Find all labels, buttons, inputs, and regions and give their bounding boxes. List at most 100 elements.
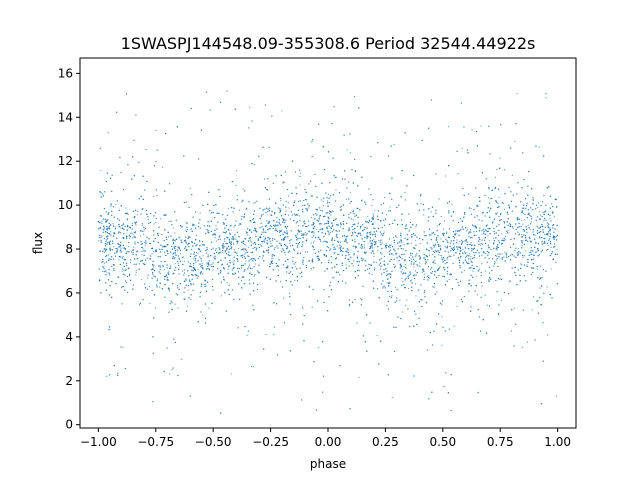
data-point: [166, 267, 168, 269]
data-point: [306, 251, 309, 253]
data-point: [160, 251, 162, 253]
data-point: [389, 206, 391, 208]
data-point: [186, 305, 189, 307]
data-point: [226, 236, 228, 238]
data-point: [135, 114, 137, 116]
data-point: [126, 218, 128, 220]
data-point: [438, 254, 440, 256]
data-point: [106, 227, 108, 229]
data-point: [481, 229, 483, 232]
data-point: [412, 256, 414, 258]
data-point: [496, 225, 498, 227]
data-point: [339, 244, 341, 246]
data-point: [367, 222, 369, 224]
data-point: [432, 270, 434, 273]
data-point: [405, 277, 407, 279]
data-point: [299, 220, 301, 222]
data-point: [100, 169, 102, 172]
data-point: [133, 246, 135, 248]
data-point: [503, 256, 505, 258]
data-point: [172, 227, 174, 229]
data-point: [415, 283, 417, 285]
data-point: [274, 238, 276, 240]
data-point: [311, 306, 313, 308]
data-point: [422, 268, 424, 270]
data-point: [390, 296, 393, 299]
data-point: [348, 229, 350, 231]
data-point: [434, 243, 437, 245]
data-point: [121, 227, 123, 229]
data-point: [430, 247, 432, 249]
data-point: [247, 228, 249, 230]
data-point: [298, 225, 300, 227]
data-point: [495, 200, 497, 202]
data-point: [318, 216, 320, 218]
data-point: [346, 149, 348, 151]
data-point: [329, 231, 331, 234]
data-point: [278, 269, 280, 271]
data-point: [348, 254, 350, 256]
data-point: [486, 261, 488, 263]
data-point: [200, 265, 202, 267]
data-point: [471, 264, 473, 267]
data-point: [123, 247, 125, 249]
data-point: [420, 194, 422, 196]
data-point: [291, 284, 293, 286]
data-point: [509, 246, 512, 249]
data-point: [451, 203, 453, 205]
data-point: [423, 276, 426, 278]
data-point: [368, 221, 370, 223]
data-point: [443, 228, 445, 230]
data-point: [171, 245, 173, 248]
data-point: [311, 195, 313, 197]
data-point: [547, 244, 549, 246]
data-point: [273, 326, 275, 328]
data-point: [211, 248, 213, 251]
data-point: [119, 227, 121, 229]
data-point: [480, 242, 482, 245]
data-point: [294, 171, 297, 173]
data-point: [521, 346, 524, 348]
data-point: [443, 386, 445, 388]
data-point: [339, 206, 341, 208]
data-point: [161, 233, 163, 236]
data-point: [401, 269, 403, 271]
data-point: [490, 207, 492, 209]
data-point: [443, 276, 446, 278]
data-point: [206, 248, 208, 250]
data-point: [243, 256, 246, 258]
data-point: [190, 107, 192, 110]
data-point: [207, 231, 209, 233]
data-point: [254, 243, 257, 246]
data-point: [348, 181, 350, 183]
data-point: [122, 285, 124, 288]
data-point: [516, 92, 518, 95]
data-point: [415, 256, 417, 258]
data-point: [224, 240, 226, 242]
data-point: [261, 257, 263, 259]
data-point: [263, 231, 265, 233]
data-point: [470, 241, 472, 244]
data-point: [532, 197, 534, 199]
data-point: [393, 326, 395, 328]
data-point: [365, 221, 367, 223]
data-point: [281, 110, 283, 112]
data-point: [286, 227, 288, 229]
data-point: [295, 242, 298, 245]
data-point: [398, 259, 400, 262]
data-point: [356, 322, 358, 324]
data-point: [123, 228, 125, 230]
data-point: [112, 242, 114, 245]
data-point: [543, 194, 545, 197]
data-point: [443, 261, 445, 263]
data-point: [194, 259, 196, 261]
data-point: [432, 253, 434, 256]
data-point: [164, 296, 166, 298]
data-point: [219, 195, 221, 198]
data-point: [413, 266, 415, 268]
data-point: [197, 321, 199, 323]
data-point: [364, 269, 366, 272]
data-point: [233, 249, 235, 251]
data-point: [192, 216, 194, 218]
data-point: [326, 200, 328, 202]
